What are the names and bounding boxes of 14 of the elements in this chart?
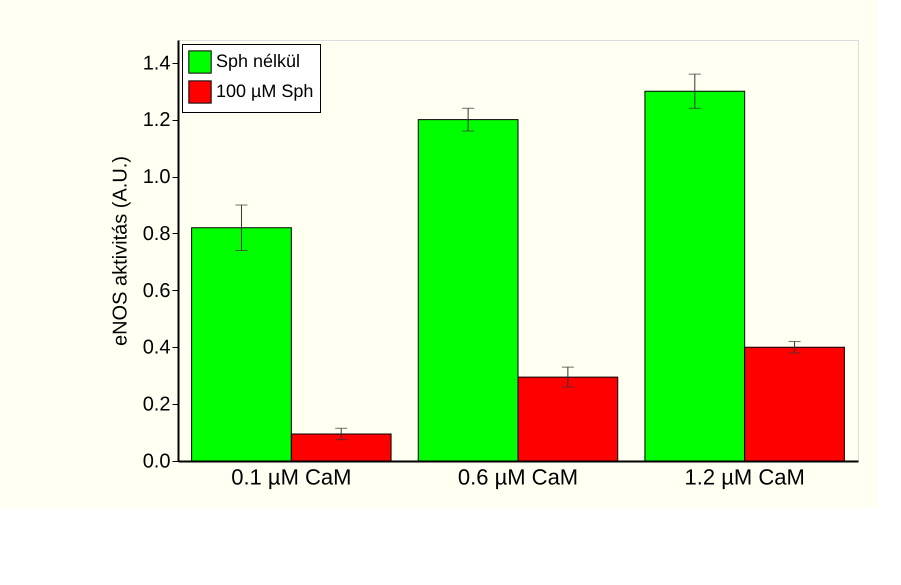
y-tick-label: 0.4 [142, 336, 170, 359]
y-tick-label: 1.4 [142, 52, 170, 74]
y-tick-label: 1.2 [142, 109, 170, 132]
x-tick-label: 0.1 µM CaM [231, 464, 352, 490]
y-tick-label: 0.0 [142, 450, 170, 472]
y-tick-label: 0.2 [142, 394, 170, 416]
x-tick-label: 0.6 µM CaM [458, 464, 578, 490]
y-axis-title: eNOS aktivitás (A.U.) [110, 156, 132, 346]
y-tick-label: 0.6 [142, 280, 170, 302]
y-tick-label: 1.0 [142, 166, 170, 188]
legend-label: 100 µM Sph [216, 81, 314, 101]
x-tick-label: 1.2 µM CaM [684, 464, 805, 490]
legend-label: Sph nélkül [216, 51, 300, 71]
y-tick-label: 0.8 [142, 222, 170, 245]
